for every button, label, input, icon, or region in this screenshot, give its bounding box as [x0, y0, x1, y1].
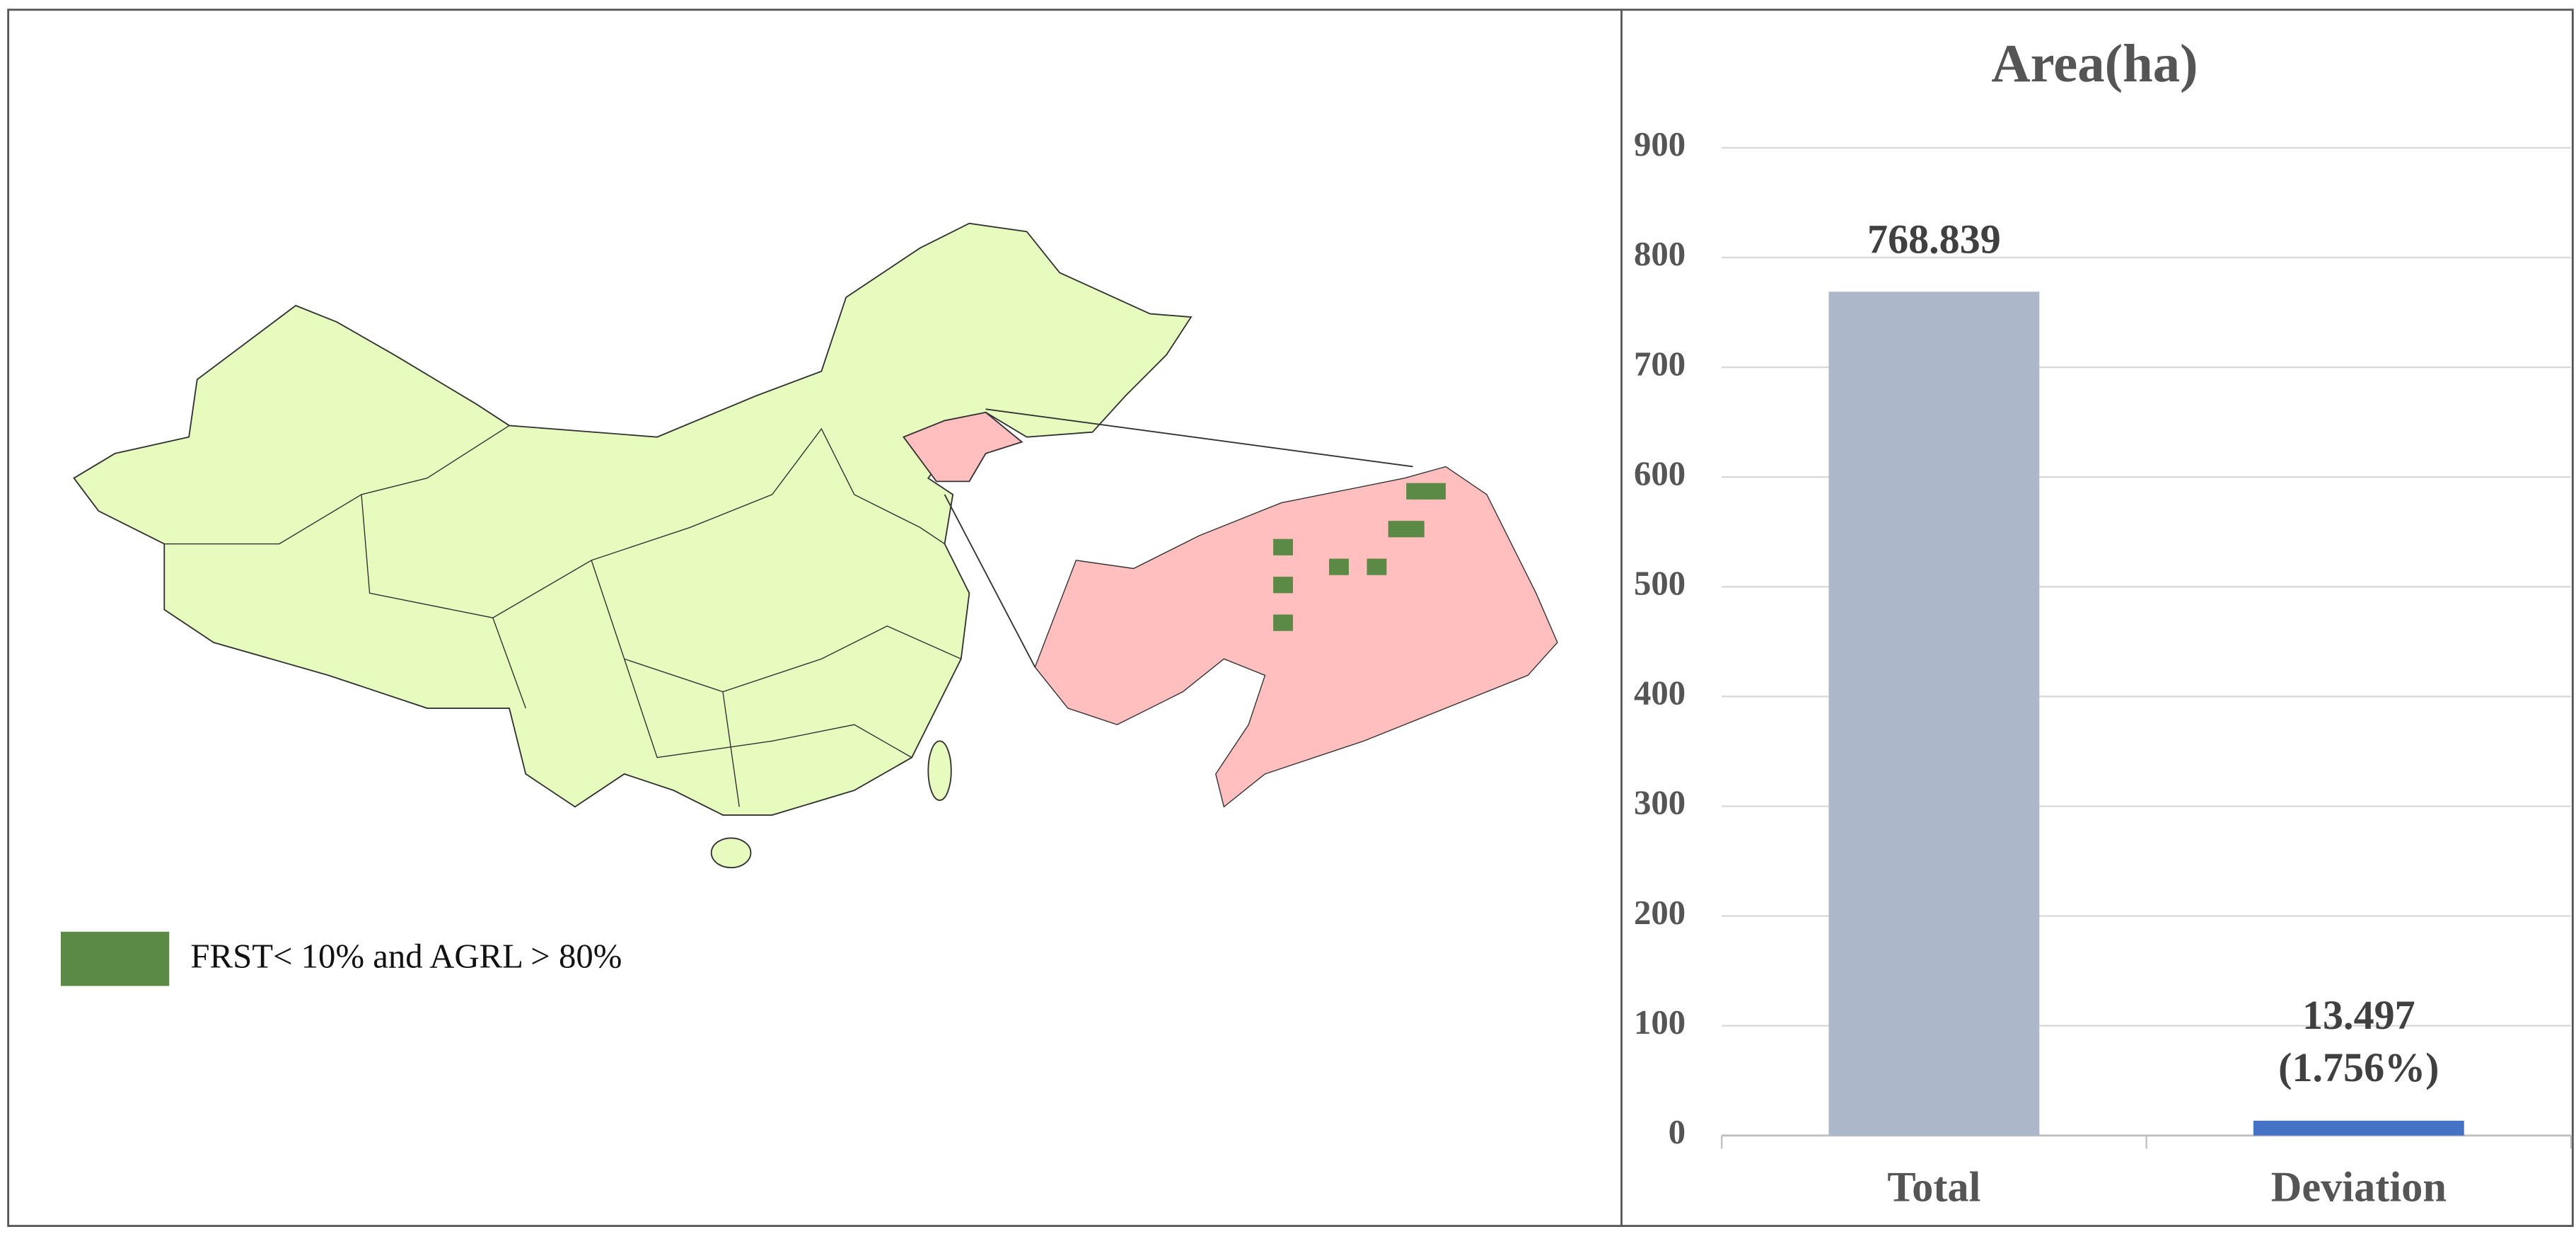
y-tick-label: 800 — [1634, 235, 1686, 273]
value-label-box: 768.839 — [1786, 104, 2082, 268]
value-label: 13.497 (1.756%) — [2211, 933, 2507, 1097]
cell — [1329, 558, 1349, 575]
cell — [1273, 614, 1293, 631]
cell — [1388, 521, 1425, 538]
x-tick-label: Total — [1887, 1164, 1980, 1211]
map — [73, 222, 1558, 869]
liaoning-inset — [1034, 466, 1558, 808]
y-tick-label: 400 — [1634, 674, 1686, 713]
liaoning-small — [903, 411, 1023, 483]
zoom-line — [985, 408, 1413, 468]
province-borders — [722, 691, 740, 807]
chart-title: Area(ha) — [1991, 33, 2198, 93]
cell — [1406, 483, 1446, 500]
legend-label: FRST< 10% and AGRL > 80% — [190, 937, 622, 975]
value-label-box: 13.497 (1.756%) — [2211, 933, 2507, 1097]
bar — [2253, 1120, 2464, 1136]
value-label-text: 768.839 — [1867, 218, 2001, 263]
y-tick-label: 900 — [1634, 125, 1686, 163]
x-tick-label: Deviation — [2271, 1164, 2447, 1211]
value-label: 768.839 — [1786, 104, 2082, 268]
y-tick-label: 200 — [1634, 894, 1686, 932]
province-borders — [623, 659, 912, 759]
cells — [1273, 483, 1446, 631]
taiwan — [927, 740, 952, 801]
y-tick-label: 300 — [1634, 784, 1686, 822]
value-label-text: 13.497 (1.756%) — [2278, 994, 2439, 1092]
y-tick-label: 600 — [1634, 454, 1686, 492]
province-borders — [492, 427, 945, 618]
legend-swatch — [60, 931, 170, 986]
zoom-line — [944, 494, 1036, 668]
hainan — [710, 837, 752, 869]
province-borders — [591, 560, 962, 693]
y-tick-label: 700 — [1634, 345, 1686, 383]
province-borders — [361, 494, 526, 709]
y-tick-label: 0 — [1669, 1113, 1686, 1151]
cell — [1273, 538, 1293, 555]
cell — [1273, 577, 1293, 594]
y-tick-label: 500 — [1634, 564, 1686, 602]
cell — [1367, 558, 1387, 575]
bar — [1828, 292, 2040, 1136]
y-tick-label: 100 — [1634, 1003, 1686, 1042]
